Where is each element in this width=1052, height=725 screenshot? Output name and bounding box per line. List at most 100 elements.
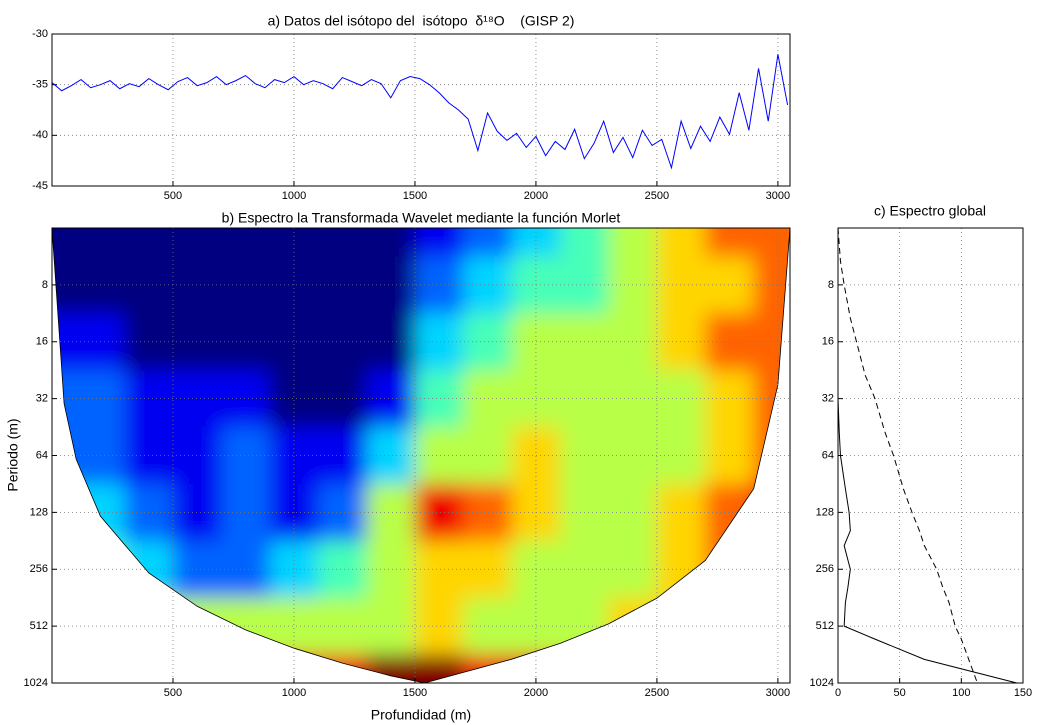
y-tick-label: 256 [816,563,834,575]
heatmap-cell [318,654,368,683]
heatmap-cell [705,483,755,542]
y-tick-label: 128 [30,506,48,518]
x-tick-label: 50 [894,687,906,699]
heatmap-cell [269,228,320,258]
heatmap-cell [705,256,755,315]
heatmap-cell [560,228,610,258]
x-tick-label: 3000 [766,687,790,699]
heatmap-cell [511,370,562,429]
y-axis-label: Periodo (m) [5,418,21,491]
heatmap-cell [705,228,755,258]
x-tick-label: 2000 [524,687,548,699]
heatmap-cell [463,256,513,315]
heatmap-cell [318,256,368,315]
heatmap-cell [608,483,658,542]
heatmap-cell [221,427,271,485]
heatmap-cell [172,256,223,315]
heatmap-cell [269,597,320,656]
heatmap-cell [221,370,271,429]
heatmap-cell [52,228,78,258]
heatmap-cell [608,540,658,599]
x-tick-label: 2500 [645,190,669,202]
heatmap-cell [172,427,223,485]
heatmap [52,228,790,683]
heatmap-cell [753,228,790,258]
heatmap-cell [76,313,126,372]
heatmap-cell [76,370,126,429]
heatmap-cell [172,313,223,372]
x-tick-label: 1000 [282,687,306,699]
y-tick-label: 8 [42,279,48,291]
heatmap-cell [221,540,271,599]
heatmap-cell [753,313,790,372]
panel-a-title: a) Datos del isótopo del isótopo δ¹⁸O (G… [268,13,575,29]
heatmap-cell [560,483,610,542]
panel-b-title: b) Espectro la Transformada Wavelet medi… [222,210,621,226]
heatmap-cell [221,483,271,542]
y-tick-label: 16 [36,336,48,348]
heatmap-cell [414,483,465,542]
heatmap-cell [608,228,658,258]
heatmap-cell [318,597,368,656]
panel-b-frame [51,227,791,684]
heatmap-cell [463,483,513,542]
x-axis-label: Profundidad (m) [371,707,471,723]
y-tick-label: 512 [30,620,48,632]
heatmap-cell [560,654,610,683]
heatmap-cell [52,654,78,683]
heatmap-cell [124,483,174,542]
heatmap-cell [560,540,610,599]
heatmap-cell [124,540,174,599]
heatmap-cell [76,597,126,656]
heatmap-cell [560,313,610,372]
heatmap-cells [52,228,790,683]
heatmap-cell [366,370,416,429]
heatmap-cell [76,256,126,315]
heatmap-cell [511,597,562,656]
heatmap-cell [76,483,126,542]
heatmap-cell [269,540,320,599]
heatmap-cell [318,228,368,258]
heatmap-cell [463,540,513,599]
cone-of-influence [51,227,791,684]
heatmap-cell [414,427,465,485]
heatmap-cell [511,427,562,485]
heatmap-cell [221,256,271,315]
heatmap-cell [366,597,416,656]
heatmap-cell [269,313,320,372]
heatmap-cell [656,540,707,599]
heatmap-cell [656,427,707,485]
heatmap-cell [414,313,465,372]
heatmap-cell [124,256,174,315]
panel-a-frame [51,33,791,187]
heatmap-cell [656,313,707,372]
y-tick-label: -40 [32,129,48,141]
heatmap-cell [463,370,513,429]
heatmap-cell [124,427,174,485]
x-tick-label: 2000 [524,190,548,202]
heatmap-cell [269,370,320,429]
x-tick-label: 500 [164,687,182,699]
heatmap-cell [608,370,658,429]
heatmap-cell [124,228,174,258]
heatmap-cell [753,256,790,315]
x-tick-label: 500 [164,190,182,202]
heatmap-cell [414,540,465,599]
heatmap-cell [318,540,368,599]
x-tick-label: 1500 [403,190,427,202]
x-tick-label: 1000 [282,190,306,202]
heatmap-cell [414,256,465,315]
heatmap-cell [76,228,126,258]
heatmap-cell [560,427,610,485]
heatmap-cell [511,313,562,372]
heatmap-cell [76,654,126,683]
heatmap-cell [124,370,174,429]
heatmap-cell [124,597,174,656]
heatmap-cell [463,313,513,372]
y-tick-label: 256 [30,563,48,575]
y-tick-label: -35 [32,79,48,91]
heatmap-cell [366,483,416,542]
heatmap-cell [608,427,658,485]
y-tick-label: 64 [36,449,48,461]
